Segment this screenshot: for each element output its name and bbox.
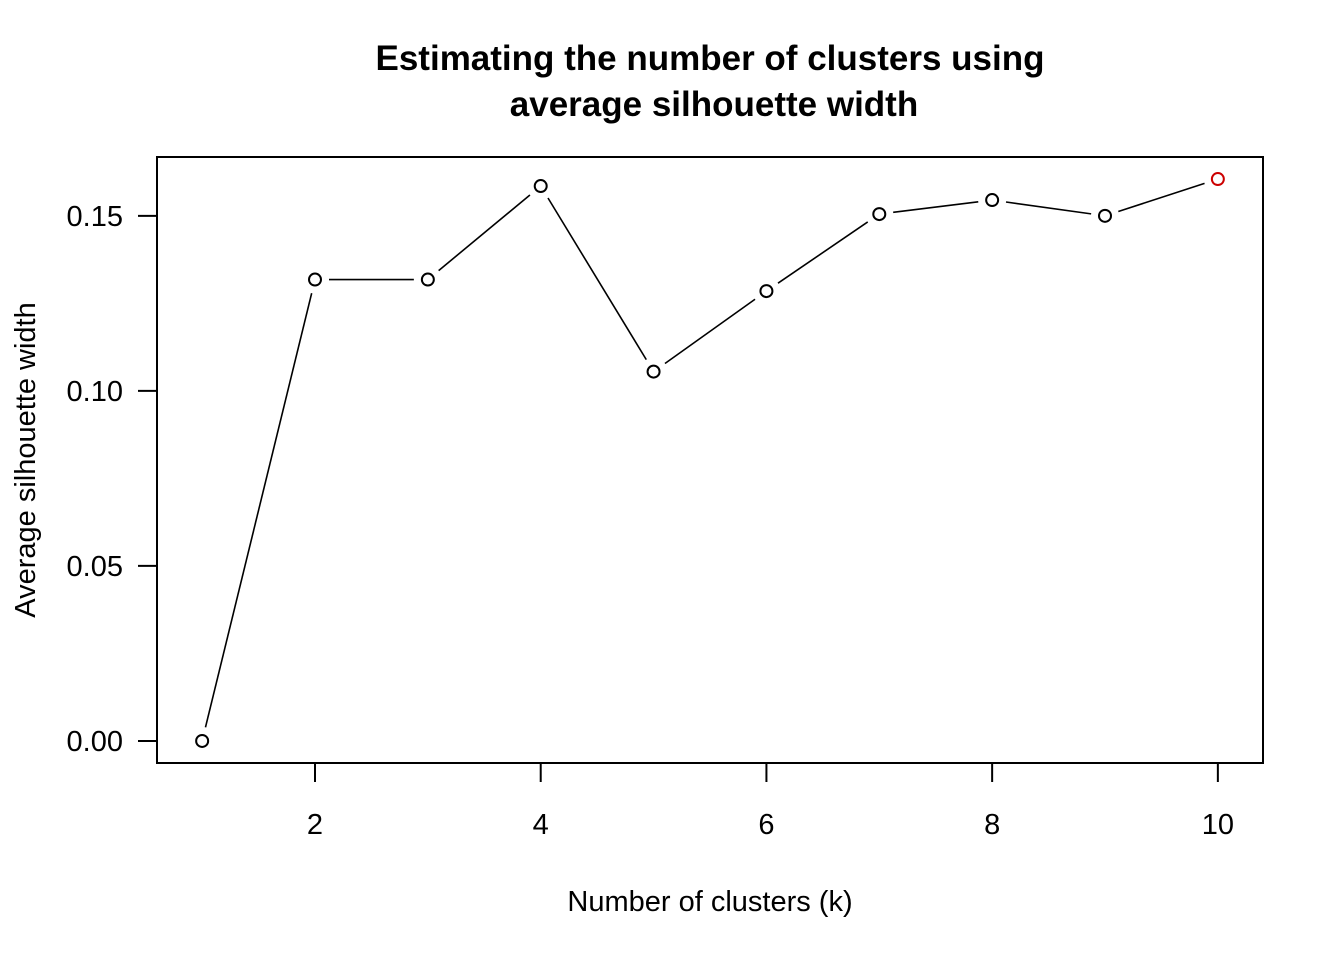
- y-tick-label: 0.15: [67, 201, 123, 233]
- series-segment: [204, 292, 313, 728]
- series-segment: [547, 197, 647, 361]
- series-segment: [893, 200, 979, 214]
- data-point: [308, 272, 322, 287]
- data-point: [420, 272, 435, 287]
- y-tick-label: 0.10: [67, 376, 123, 408]
- x-tick-label: 6: [758, 809, 774, 841]
- y-axis: 0.00 0.05 0.10 0.15: [67, 201, 158, 758]
- series-segment: [1118, 182, 1205, 213]
- chart-title-line-2: average silhouette width: [510, 85, 918, 124]
- data-point: [646, 364, 661, 379]
- data-point: [1098, 208, 1112, 223]
- x-tick-label: 4: [533, 809, 549, 841]
- x-tick-label: 2: [307, 809, 323, 841]
- chart-title-line-1: Estimating the number of clusters using: [376, 39, 1045, 78]
- series-line: [204, 182, 1205, 728]
- data-point: [759, 284, 774, 299]
- data-point: [195, 733, 210, 748]
- data-points: [195, 172, 1225, 748]
- plot-frame: [156, 156, 1264, 764]
- x-tick-label: 10: [1202, 809, 1234, 841]
- x-axis-label: Number of clusters (k): [567, 886, 852, 918]
- data-point: [533, 179, 548, 194]
- series-segment: [777, 221, 869, 284]
- series-segment: [438, 194, 531, 272]
- y-axis-label: Average silhouette width: [10, 302, 42, 617]
- y-tick-label: 0.00: [67, 726, 123, 758]
- highlight-point: [1210, 172, 1225, 187]
- y-tick-label: 0.05: [67, 551, 123, 583]
- x-tick-label: 8: [984, 809, 1000, 841]
- data-point: [872, 207, 887, 222]
- series-segment: [1005, 201, 1092, 215]
- x-axis: 2 4 6 8 10: [307, 762, 1234, 841]
- series-segment: [664, 298, 756, 365]
- data-point: [985, 193, 1000, 208]
